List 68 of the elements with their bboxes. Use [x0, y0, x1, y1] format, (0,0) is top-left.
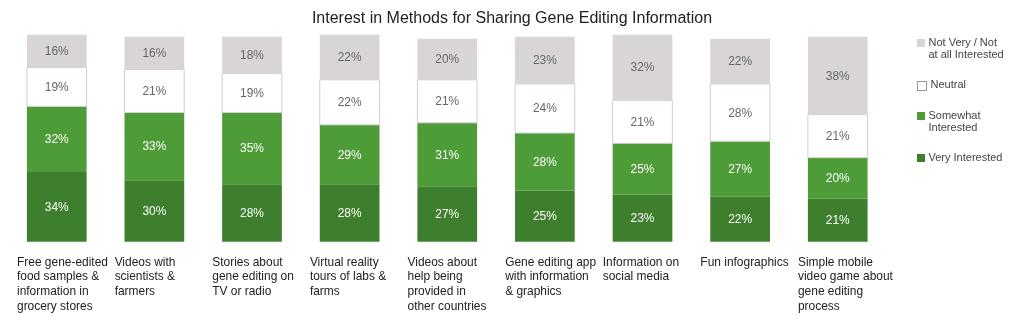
bar — [26, 172, 87, 242]
chart-title: Interest in Methods for Sharing Gene Editing Information — [310, 8, 714, 28]
legend-label: Somewhat Interested — [928, 109, 982, 133]
data-label: 31% — [435, 147, 460, 162]
data-label: 22% — [337, 50, 362, 65]
data-label: 24% — [532, 101, 558, 116]
x-tick-label: Videos with scientists & farmers — [114, 254, 176, 299]
data-label: 28% — [337, 205, 362, 220]
data-label: 27% — [728, 161, 753, 176]
x-tick-label: Simple mobile video game about gene editing process — [798, 254, 894, 314]
data-label: 25% — [532, 209, 558, 224]
data-label: 28% — [240, 205, 265, 220]
x-tick-label: Fun infographics — [700, 254, 789, 269]
data-label: 32% — [44, 132, 70, 147]
bar — [124, 112, 185, 181]
data-label: 32% — [630, 60, 655, 75]
bar — [319, 184, 380, 242]
data-label: 21% — [825, 129, 851, 144]
bar — [222, 184, 282, 242]
data-label: 25% — [630, 161, 655, 176]
bar — [319, 124, 380, 185]
data-label: 22% — [337, 95, 362, 110]
legend-label: Very Interested — [928, 151, 1004, 163]
bar — [222, 112, 282, 185]
bar — [710, 141, 770, 197]
data-label: 16% — [44, 44, 70, 59]
data-label: 29% — [337, 147, 362, 162]
bar — [417, 122, 478, 187]
data-label: 23% — [630, 211, 655, 226]
x-tick-label: Videos about help being provided in other countries — [407, 254, 487, 314]
legend-label: Not Very / Not at all Interested — [928, 36, 1005, 60]
bar — [417, 186, 478, 242]
bar — [515, 190, 575, 242]
x-tick-label: Free gene-edited food samples & information in grocery stores — [17, 254, 108, 314]
bar — [124, 180, 185, 242]
data-label: 19% — [240, 86, 265, 101]
bar — [710, 196, 770, 242]
text: Neutral — [930, 78, 967, 90]
data-label: 16% — [142, 46, 167, 61]
data-label: 22% — [728, 54, 753, 69]
data-label: 38% — [825, 68, 851, 83]
data-label: 34% — [44, 199, 70, 214]
bar — [807, 198, 868, 242]
data-label: 20% — [435, 52, 460, 67]
data-label: 28% — [728, 105, 753, 120]
data-label: 20% — [825, 171, 851, 186]
data-label: 19% — [44, 79, 70, 94]
x-tick-label: Stories about gene editing on TV or radio — [212, 254, 294, 299]
x-tick-label: Information on social media — [602, 254, 680, 284]
bar — [612, 194, 673, 242]
data-label: 21% — [825, 213, 851, 228]
bar — [612, 143, 673, 195]
data-label: 21% — [435, 94, 460, 109]
data-label: 27% — [435, 206, 460, 221]
data-label: 28% — [532, 154, 558, 169]
data-label: 21% — [630, 114, 655, 129]
data-label: 35% — [240, 141, 265, 156]
data-label: 18% — [240, 48, 265, 63]
data-label: 33% — [142, 139, 167, 154]
x-tick-label: Virtual reality tours of labs & farms — [309, 254, 387, 299]
bar — [515, 133, 575, 191]
data-label: 30% — [142, 203, 167, 218]
bar — [807, 157, 868, 199]
data-label: 23% — [532, 53, 558, 68]
data-label: 22% — [728, 212, 753, 227]
x-tick-label: Gene editing app with information & graphics — [504, 254, 597, 299]
data-label: 21% — [142, 84, 167, 99]
bar — [26, 106, 87, 173]
